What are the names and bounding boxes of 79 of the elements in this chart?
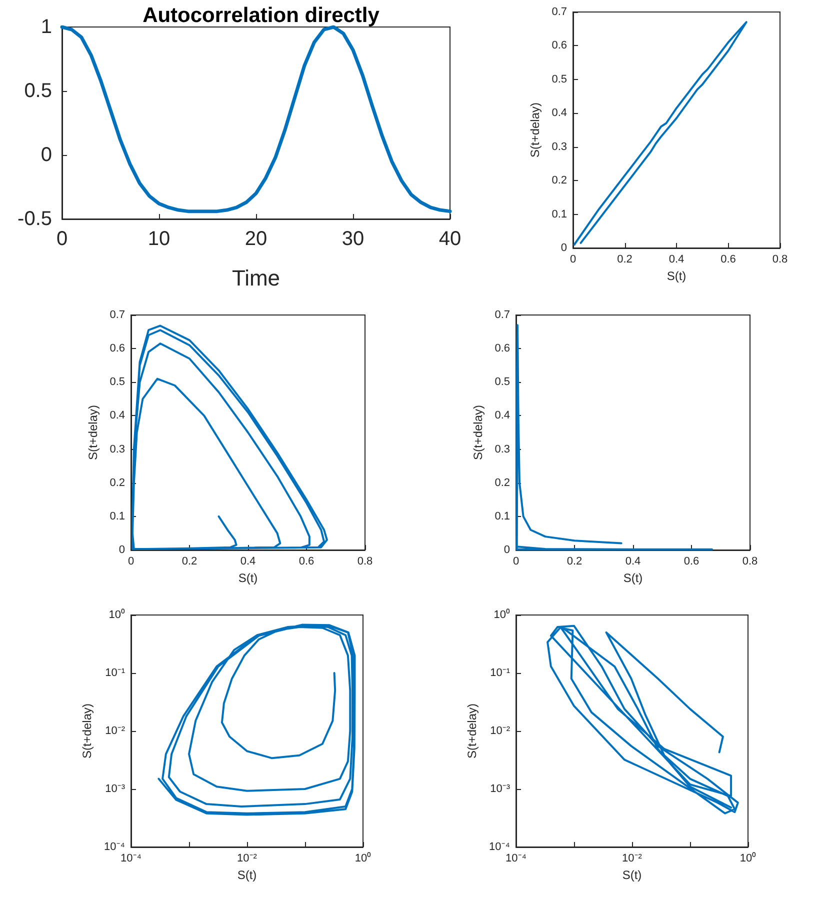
y-tick-label: 1 xyxy=(40,16,52,38)
y-tick-label: 0.1 xyxy=(494,510,510,522)
x-axis-title: S(t) xyxy=(623,570,643,585)
x-tick-label: 0.2 xyxy=(182,556,198,568)
x-tick-label: 10⁻² xyxy=(237,852,258,864)
x-tick-label: 0.4 xyxy=(668,254,684,266)
y-tick-label: 0.6 xyxy=(110,342,125,355)
y-tick-label: 10⁰ xyxy=(108,608,125,621)
line-series xyxy=(60,25,452,214)
y-tick-label: 0.7 xyxy=(494,309,510,321)
y-tick-label: 0.1 xyxy=(552,208,567,220)
y-tick-label: 0.6 xyxy=(494,342,510,355)
x-tick-label: 10⁻² xyxy=(622,852,642,864)
y-tick-label: 0 xyxy=(40,144,52,166)
y-tick-label: -0.5 xyxy=(18,208,52,230)
x-tick-label: 0.4 xyxy=(625,556,641,568)
y-tick-label: 10⁻³ xyxy=(490,783,510,795)
y-tick-label: 10⁻⁴ xyxy=(104,841,126,853)
x-tick-label: 0.8 xyxy=(772,254,788,266)
y-tick-label: 0.3 xyxy=(110,443,125,456)
x-tick-label: 0.8 xyxy=(742,556,758,568)
line-series xyxy=(573,21,748,246)
x-tick-label: 0.2 xyxy=(617,254,632,266)
y-axis-title: S(t+delay) xyxy=(470,404,485,460)
y-tick-label: 0.2 xyxy=(494,476,510,489)
x-tick-label: 0.2 xyxy=(566,556,582,568)
y-tick-label: 10⁻⁴ xyxy=(489,841,510,853)
y-axis-title: S(t+delay) xyxy=(465,703,479,759)
chart-title: Autocorrelation directly xyxy=(142,4,380,27)
y-tick-label: 0.5 xyxy=(552,73,567,86)
x-tick-label: 10 xyxy=(148,228,170,250)
x-tick-label: 10⁰ xyxy=(354,852,372,864)
x-tick-label: 0.4 xyxy=(240,556,256,568)
x-tick-label: 0 xyxy=(512,556,520,568)
y-tick-label: 10⁰ xyxy=(494,608,510,621)
y-tick-label: 0 xyxy=(118,544,125,556)
y-tick-label: 0.4 xyxy=(494,410,510,422)
y-tick-label: 10⁻³ xyxy=(105,783,126,795)
y-tick-label: 0.3 xyxy=(494,443,510,456)
x-tick-label: 0.6 xyxy=(720,254,736,266)
y-tick-label: 0.2 xyxy=(110,476,125,489)
x-tick-label: 10⁻⁴ xyxy=(120,852,142,864)
x-axis-title: S(t) xyxy=(666,268,686,283)
y-axis-title: S(t+delay) xyxy=(80,703,94,759)
y-tick-label: 0.4 xyxy=(110,410,125,422)
x-tick-label: 0.6 xyxy=(298,556,314,568)
x-tick-label: 0 xyxy=(128,556,134,568)
y-tick-label: 0.6 xyxy=(552,40,567,52)
x-axis-title: Time xyxy=(232,266,280,290)
x-tick-label: 10⁻⁴ xyxy=(506,852,527,864)
y-axis-title: S(t+delay) xyxy=(86,404,100,460)
y-tick-label: 0.3 xyxy=(552,140,567,153)
y-tick-label: 10⁻² xyxy=(105,725,126,737)
y-tick-label: 0.5 xyxy=(24,80,52,102)
y-tick-label: 10⁻¹ xyxy=(490,667,510,679)
line-series xyxy=(131,324,328,550)
x-tick-label: 40 xyxy=(438,228,462,250)
y-tick-label: 0.5 xyxy=(110,376,125,388)
x-tick-label: 20 xyxy=(244,228,268,250)
y-tick-label: 0.1 xyxy=(110,510,125,522)
x-tick-label: 0.6 xyxy=(684,556,700,568)
x-axis-title: S(t) xyxy=(622,868,642,882)
y-tick-label: 0.2 xyxy=(552,174,567,187)
x-tick-label: 0.8 xyxy=(357,556,373,568)
x-tick-label: 0 xyxy=(56,228,68,250)
y-tick-label: 10⁻² xyxy=(490,725,510,737)
y-tick-label: 0.4 xyxy=(552,107,567,120)
x-axis-title: S(t) xyxy=(238,570,258,585)
y-tick-label: 0.7 xyxy=(110,309,125,321)
y-tick-label: 0 xyxy=(504,544,510,556)
x-axis-title: S(t) xyxy=(237,868,257,882)
line-series xyxy=(516,324,713,550)
y-axis-title: S(t+delay) xyxy=(528,102,542,158)
x-tick-label: 0 xyxy=(570,254,576,266)
x-tick-label: 10⁰ xyxy=(740,852,756,864)
y-tick-label: 0.5 xyxy=(494,376,510,388)
x-tick-label: 30 xyxy=(342,228,364,250)
y-tick-label: 0.7 xyxy=(552,6,567,18)
y-tick-label: 10⁻¹ xyxy=(105,667,126,679)
